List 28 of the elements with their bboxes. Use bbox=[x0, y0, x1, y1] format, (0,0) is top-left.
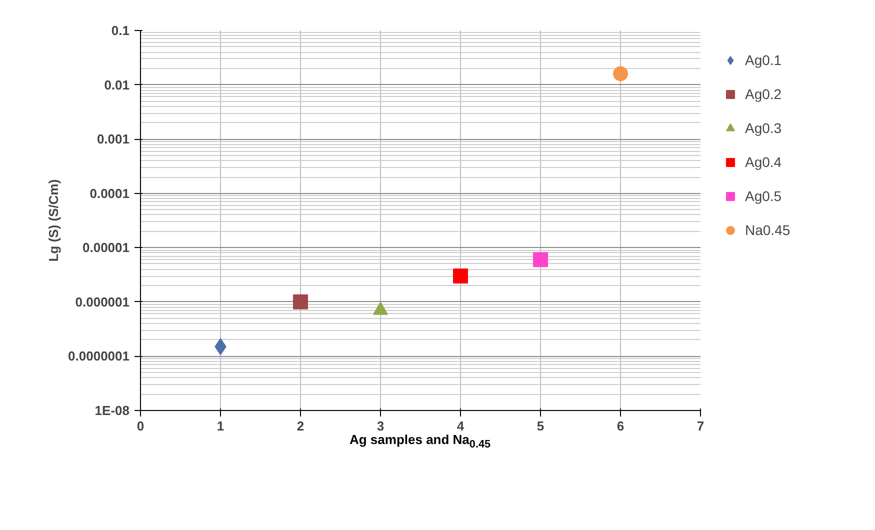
y-tick-label: 0.00001 bbox=[82, 240, 130, 256]
point bbox=[293, 294, 308, 310]
y-tick-label: 0.0001 bbox=[90, 186, 130, 201]
legend-label: Na0.45 bbox=[745, 222, 792, 238]
point bbox=[453, 268, 468, 284]
x-tick-label: 4 bbox=[456, 418, 465, 434]
legend-label: Ag0.2 bbox=[745, 86, 783, 102]
y-tick-label: 0.01 bbox=[104, 77, 130, 92]
x-tick-label: 2 bbox=[296, 418, 304, 434]
y-tick-label: 1E-08 bbox=[94, 403, 130, 418]
y-tick-label: 0.001 bbox=[96, 132, 130, 147]
y-tick-label: 0.1 bbox=[111, 23, 130, 38]
legend-label: Ag0.4 bbox=[745, 154, 783, 170]
x-axis-title: Ag samples and Na$_{0.45}$ bbox=[349, 431, 490, 453]
point bbox=[613, 66, 628, 82]
x-tick-label: 7 bbox=[696, 418, 704, 434]
legend-label: Ag0.5 bbox=[745, 188, 783, 204]
x-tick-label: 1 bbox=[216, 418, 224, 434]
x-tick-label: 5 bbox=[536, 418, 544, 434]
x-tick-label: 3 bbox=[376, 418, 384, 434]
legend-label: Ag0.1 bbox=[745, 52, 783, 68]
y-tick-label: 0.000001 bbox=[75, 294, 130, 310]
legend-label: Ag0.3 bbox=[745, 120, 783, 136]
y-tick-label: 0.0000001 bbox=[68, 348, 130, 364]
y-axis-title: Lg (S) (S/Cm) bbox=[46, 179, 62, 262]
point bbox=[533, 252, 548, 268]
x-tick-label: 0 bbox=[136, 418, 144, 434]
x-tick-label: 6 bbox=[616, 418, 624, 434]
